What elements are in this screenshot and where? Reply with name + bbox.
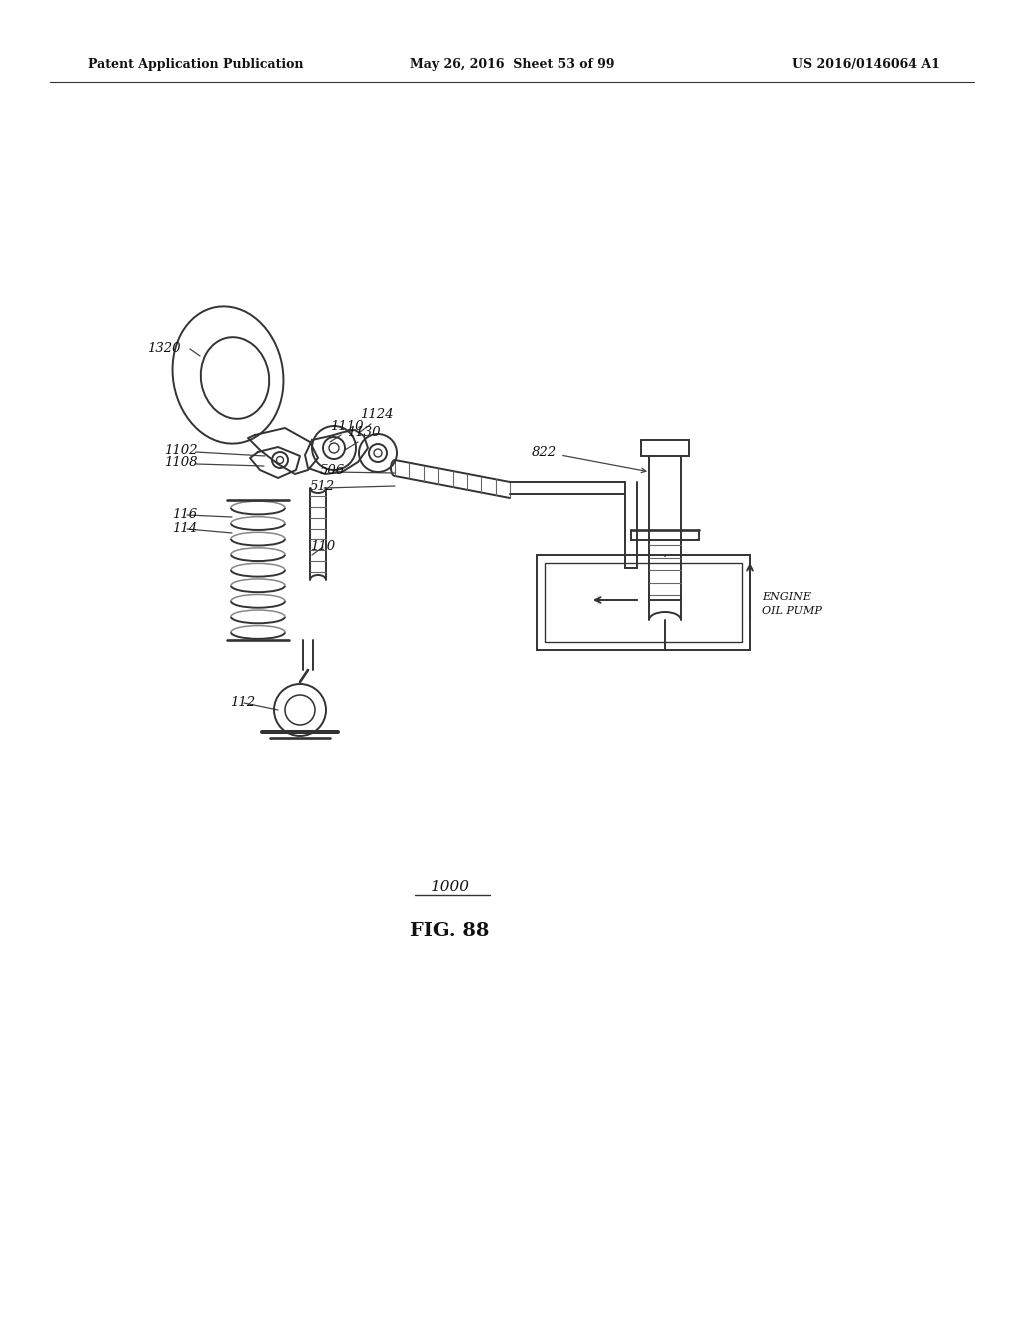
Text: 112: 112 xyxy=(230,697,255,710)
Text: May 26, 2016  Sheet 53 of 99: May 26, 2016 Sheet 53 of 99 xyxy=(410,58,614,71)
Text: 1110: 1110 xyxy=(330,420,364,433)
Text: 114: 114 xyxy=(172,521,198,535)
Text: ENGINE: ENGINE xyxy=(762,591,811,602)
Text: 512: 512 xyxy=(310,480,335,494)
Text: 1130: 1130 xyxy=(347,426,381,440)
Text: Patent Application Publication: Patent Application Publication xyxy=(88,58,303,71)
Text: 1320: 1320 xyxy=(147,342,180,355)
Text: FIG. 88: FIG. 88 xyxy=(411,921,489,940)
Text: 110: 110 xyxy=(310,540,335,553)
Bar xyxy=(537,554,750,649)
Text: 822: 822 xyxy=(532,446,557,459)
Text: US 2016/0146064 A1: US 2016/0146064 A1 xyxy=(793,58,940,71)
Text: OIL PUMP: OIL PUMP xyxy=(762,606,822,616)
Text: 1102: 1102 xyxy=(164,445,198,458)
Text: 1108: 1108 xyxy=(164,457,198,470)
Text: 1000: 1000 xyxy=(430,880,469,894)
Bar xyxy=(545,564,742,642)
Text: 506: 506 xyxy=(319,465,345,478)
Text: 1124: 1124 xyxy=(360,408,393,421)
Text: 116: 116 xyxy=(172,507,198,520)
